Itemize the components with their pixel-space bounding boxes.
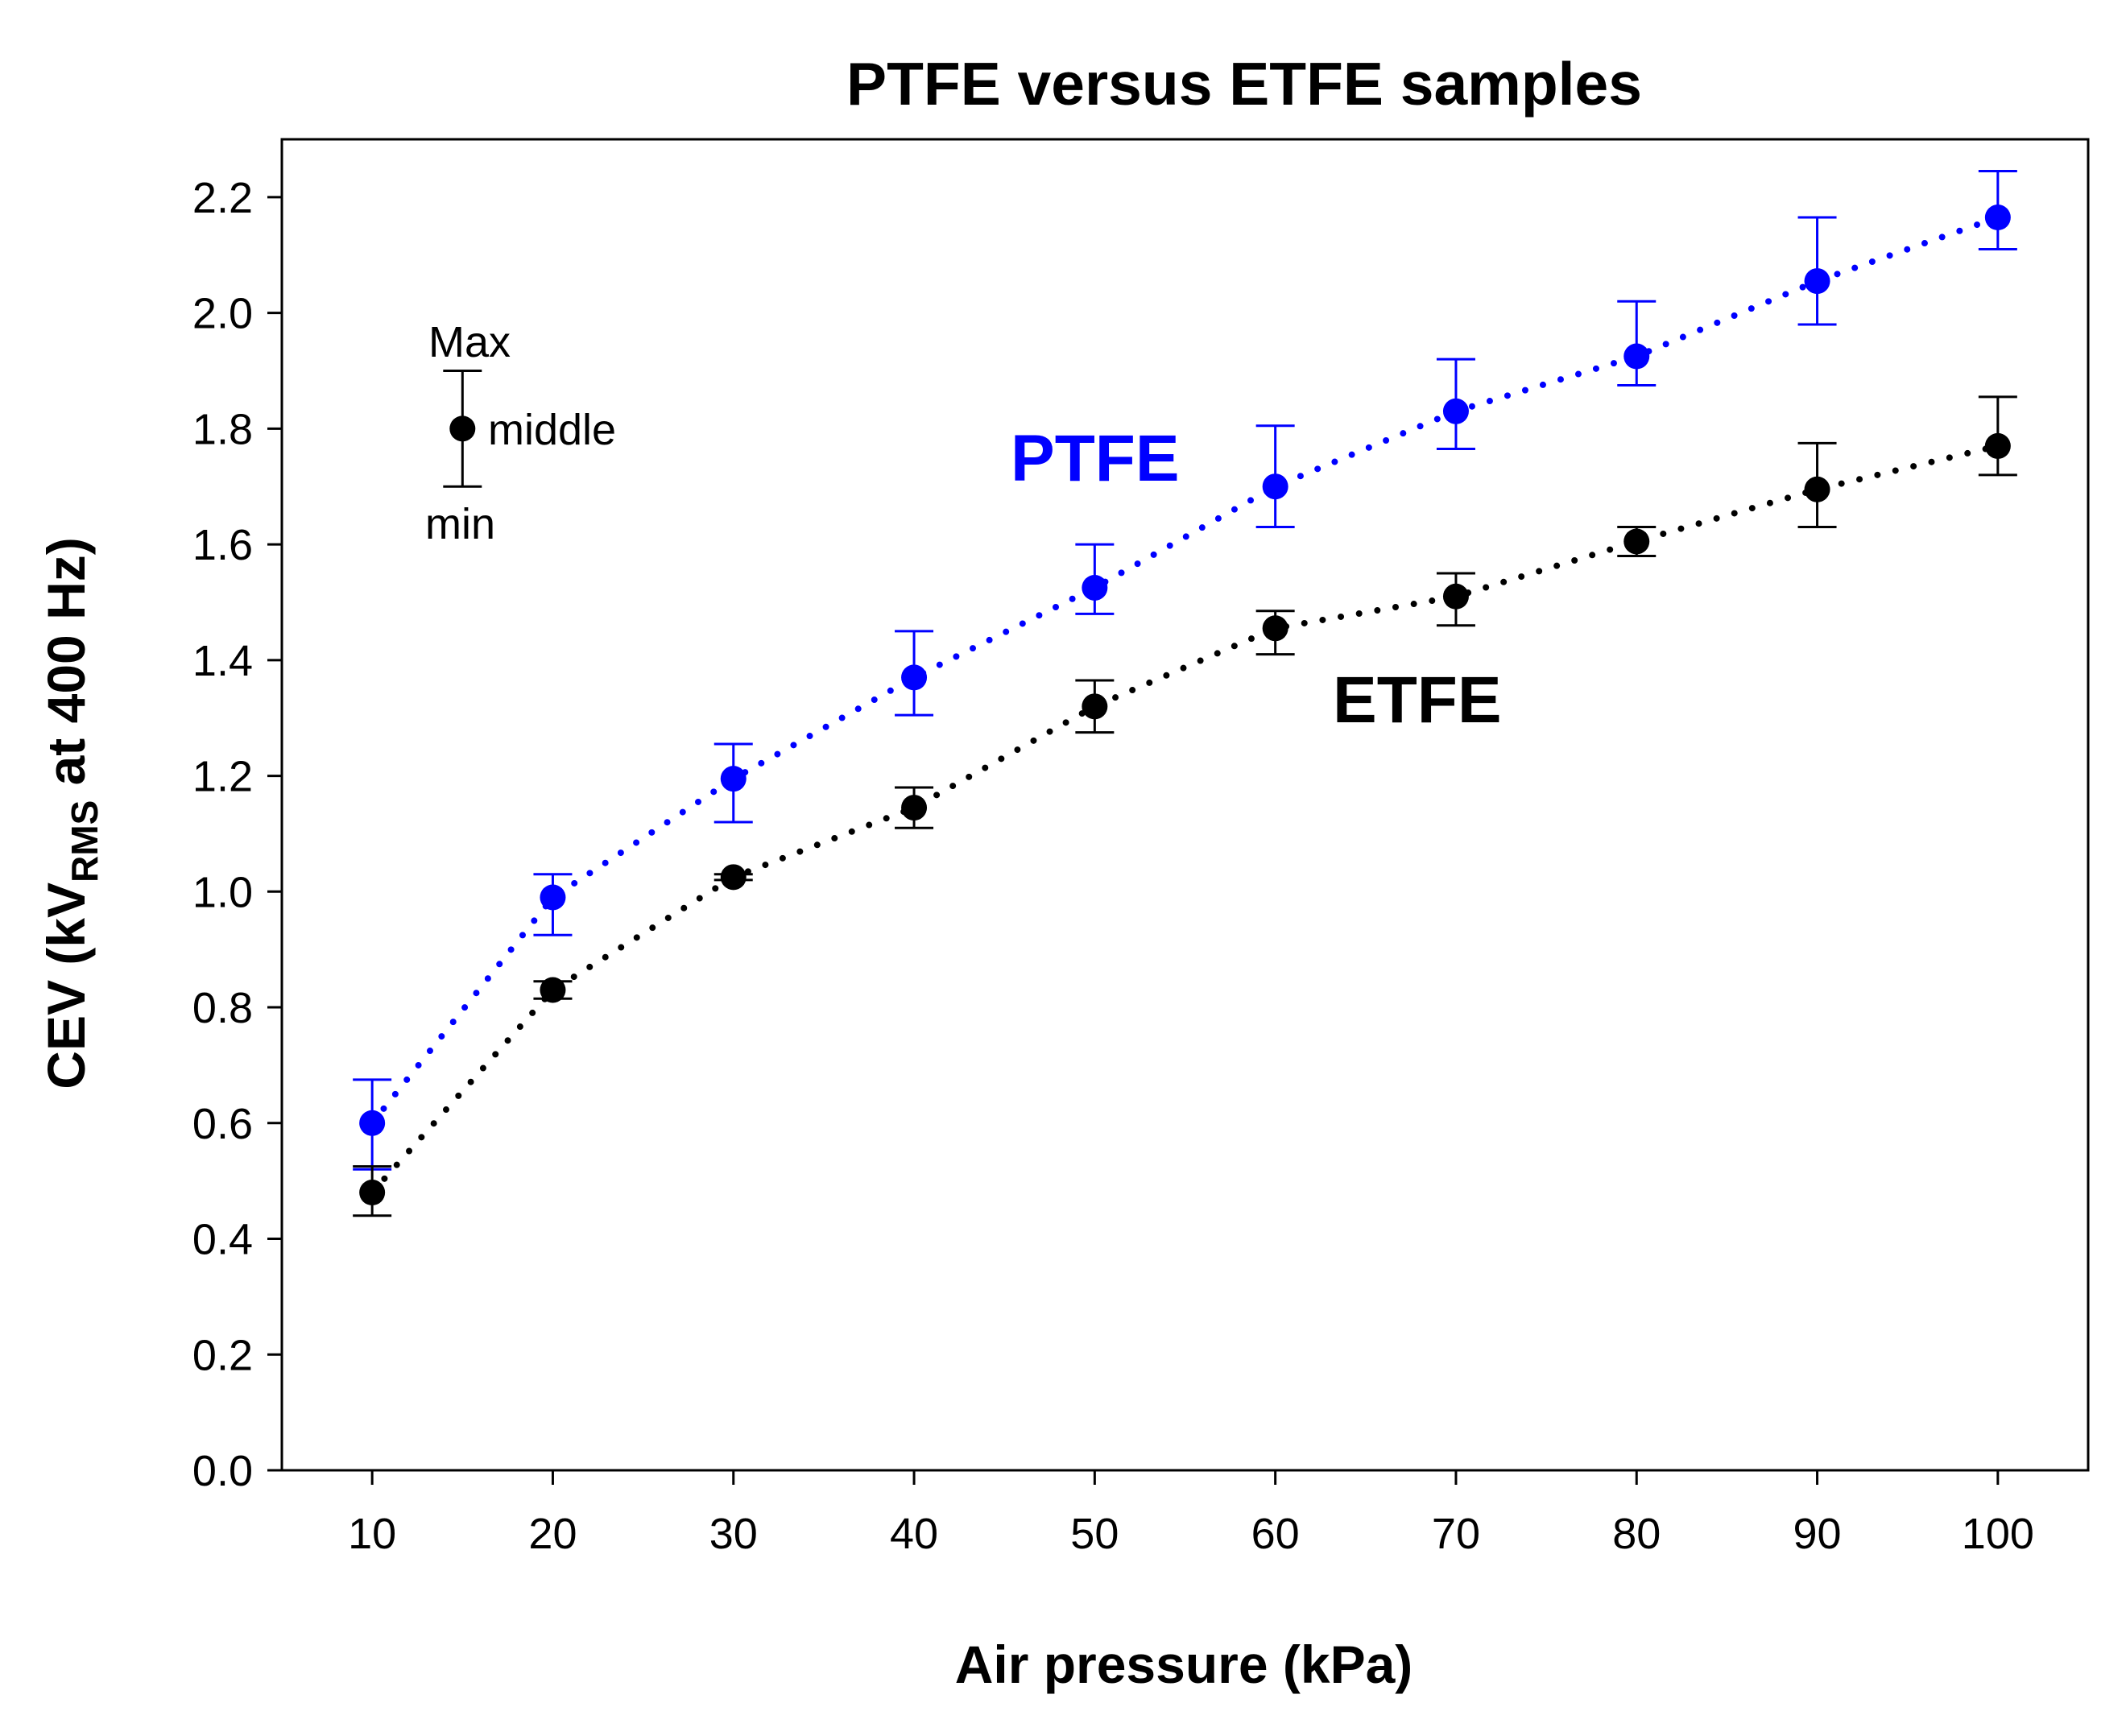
x-tick-label: 20: [528, 1510, 577, 1558]
plot-frame: [280, 138, 2090, 1472]
etfe-trend-line: [369, 442, 2001, 1196]
y-tick-label: 0.2: [192, 1331, 253, 1379]
x-tick-label: 100: [1962, 1510, 2034, 1558]
y-tick-label: 0.8: [192, 984, 253, 1032]
etfe-data-point: [1623, 528, 1650, 555]
y-tick-label: 1.8: [192, 405, 253, 453]
y-axis-label-prefix: CEV (kV: [36, 882, 96, 1089]
y-tick-label: 1.0: [192, 868, 253, 916]
ptfe-data-point: [901, 664, 928, 691]
etfe-data-point: [720, 864, 747, 891]
ptfe-data-point: [720, 766, 747, 792]
x-tick-label: 10: [348, 1510, 396, 1558]
etfe-data-point: [1262, 615, 1288, 642]
data-points: [359, 205, 2011, 1206]
ptfe-trend-line: [369, 214, 2001, 1126]
etfe-series-label: ETFE: [1333, 663, 1502, 737]
y-tick-label: 0.6: [192, 1100, 253, 1148]
legend-max-label: Max: [428, 318, 511, 366]
ptfe-error-bar: [1617, 300, 1657, 386]
y-tick-label: 1.6: [192, 521, 253, 569]
ptfe-data-point: [1442, 398, 1469, 424]
chart-title: PTFE versus ETFE samples: [846, 50, 1642, 118]
y-tick-label: 0.4: [192, 1216, 253, 1264]
plot-border: [280, 138, 2090, 1472]
x-tick-label: 60: [1251, 1510, 1300, 1558]
legend-middle-label: middle: [488, 406, 616, 454]
legend-data-point: [449, 415, 476, 442]
x-tick-label: 70: [1432, 1510, 1480, 1558]
y-tick-label: 1.2: [192, 753, 253, 801]
y-axis-label: CEV (kVRMS at 400 Hz): [36, 537, 105, 1089]
ptfe-data-point: [540, 884, 566, 911]
ptfe-data-point: [1082, 574, 1108, 601]
y-tick-label: 0.0: [192, 1447, 253, 1495]
x-tick-label: 40: [890, 1510, 938, 1558]
etfe-data-point: [1804, 476, 1830, 502]
etfe-data-point: [901, 795, 928, 821]
etfe-data-point: [359, 1180, 386, 1206]
x-tick-label: 50: [1070, 1510, 1119, 1558]
legend-min-label: min: [425, 500, 495, 548]
etfe-data-point: [1984, 432, 2011, 459]
error-bar-legend: Max middle min: [425, 318, 616, 548]
x-tick-label: 30: [709, 1510, 758, 1558]
y-tick-label: 1.4: [192, 637, 253, 685]
y-tick-label: 2.2: [192, 174, 253, 222]
ptfe-data-point: [1984, 205, 2011, 231]
etfe-data-point: [1442, 583, 1469, 610]
x-tick-label: 90: [1793, 1510, 1842, 1558]
x-axis: 10 20 30 40 50 60 70 80 90 100: [348, 1470, 2034, 1558]
ptfe-data-point: [1262, 473, 1288, 500]
y-axis: 0.0 0.2 0.4 0.6 0.8 1.0 1.2 1.4 1.6 1.8 2.0 2.2: [192, 174, 282, 1495]
ptfe-series-label: PTFE: [1011, 422, 1180, 495]
series-lines: [369, 214, 2001, 1196]
y-axis-label-suffix: at 400 Hz): [36, 537, 96, 800]
y-tick-label: 2.0: [192, 290, 253, 338]
etfe-data-point: [1082, 693, 1108, 720]
ptfe-data-point: [1804, 268, 1830, 295]
ptfe-data-point: [1623, 343, 1650, 370]
x-axis-label: Air pressure (kPa): [955, 1635, 1413, 1694]
ptfe-data-point: [359, 1110, 386, 1136]
x-tick-label: 80: [1612, 1510, 1661, 1558]
y-axis-label-subscript: RMS: [64, 800, 105, 882]
etfe-data-point: [540, 977, 566, 1003]
